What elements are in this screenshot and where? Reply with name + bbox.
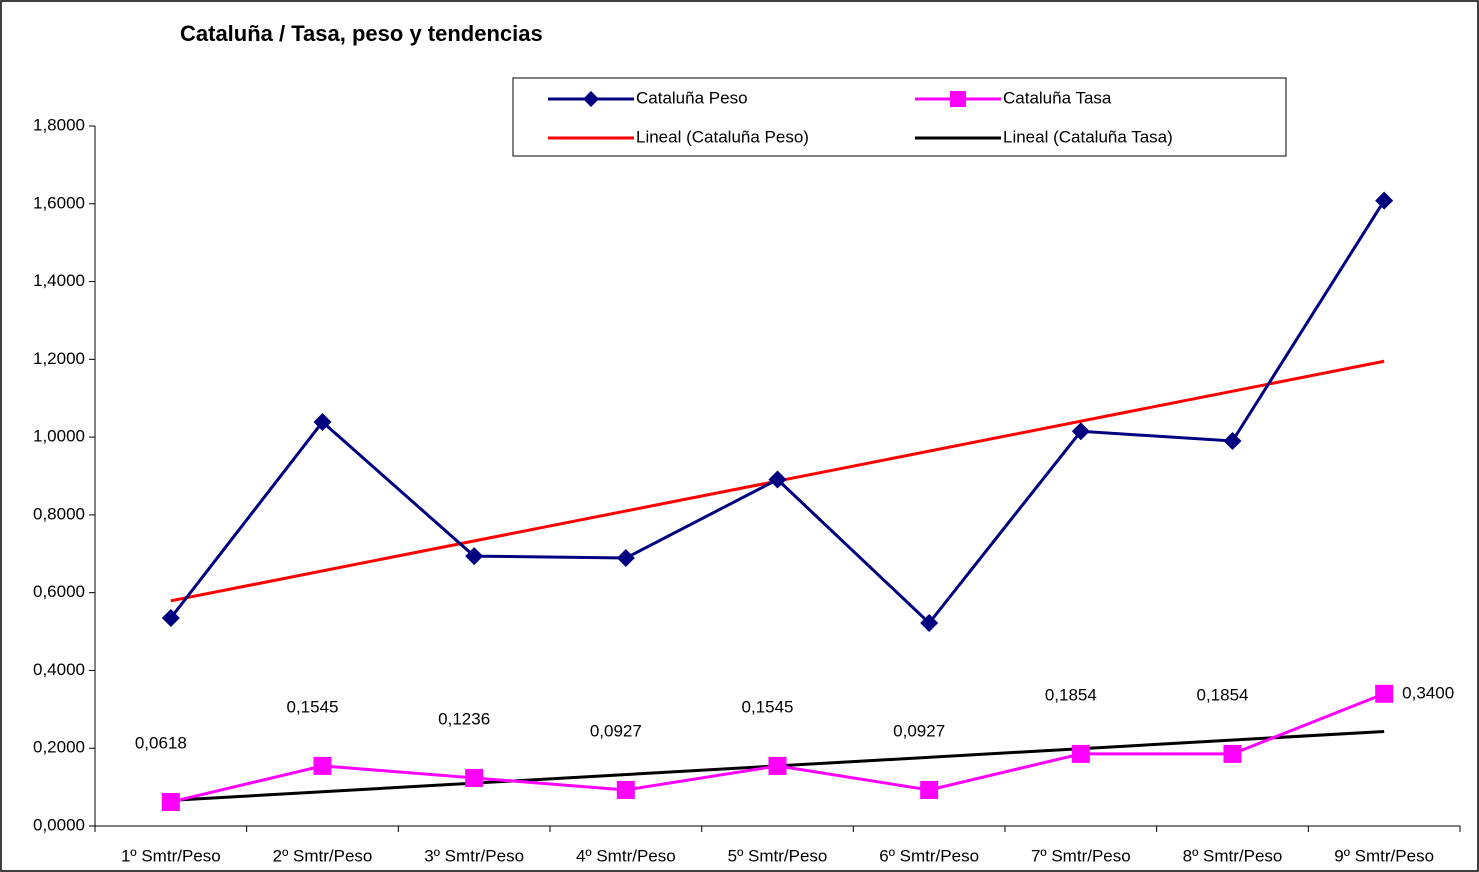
- x-tick-label: 6º Smtr/Peso: [879, 846, 979, 865]
- data-label: 0,3400: [1402, 683, 1454, 702]
- data-label: 0,0927: [893, 721, 945, 740]
- x-tick-label: 1º Smtr/Peso: [121, 846, 221, 865]
- legend-label: Lineal (Cataluña Tasa): [1003, 127, 1173, 146]
- marker: [161, 792, 180, 811]
- y-tick-label: 0,6000: [33, 582, 85, 601]
- marker: [465, 768, 484, 787]
- marker: [616, 780, 635, 799]
- data-label: 0,1545: [742, 697, 794, 716]
- y-tick-label: 1,8000: [33, 115, 85, 134]
- chart-title: Cataluña / Tasa, peso y tendencias: [180, 21, 543, 46]
- marker: [161, 608, 180, 627]
- x-tick-label: 3º Smtr/Peso: [424, 846, 524, 865]
- legend-box: [512, 77, 1287, 157]
- marker: [1375, 191, 1394, 210]
- data-label: 0,1236: [438, 709, 490, 728]
- y-tick-label: 0,8000: [33, 504, 85, 523]
- marker: [616, 549, 635, 568]
- x-tick-label: 2º Smtr/Peso: [273, 846, 373, 865]
- x-tick-label: 8º Smtr/Peso: [1183, 846, 1283, 865]
- y-tick-label: 1,6000: [33, 193, 85, 212]
- marker: [1071, 422, 1090, 441]
- legend-marker: [950, 91, 966, 107]
- y-tick-label: 1,0000: [33, 427, 85, 446]
- marker: [920, 614, 939, 632]
- marker: [1223, 744, 1242, 763]
- x-tick-label: 9º Smtr/Peso: [1334, 846, 1434, 865]
- legend-label: Lineal (Cataluña Peso): [636, 127, 809, 146]
- data-label: 0,1854: [1197, 685, 1249, 704]
- data-label: 0,0618: [135, 733, 187, 752]
- x-tick-label: 7º Smtr/Peso: [1031, 846, 1131, 865]
- marker: [465, 547, 484, 566]
- y-tick-label: 0,2000: [33, 738, 85, 757]
- data-label: 0,0927: [590, 721, 642, 740]
- data-label: 0,1545: [287, 697, 339, 716]
- y-tick-label: 0,0000: [33, 815, 85, 834]
- legend-label: Cataluña Peso: [636, 88, 748, 107]
- marker: [313, 756, 332, 775]
- marker: [920, 780, 939, 799]
- data-label: 0,1854: [1045, 685, 1097, 704]
- legend-label: Cataluña Tasa: [1003, 88, 1112, 107]
- marker: [768, 470, 787, 489]
- marker: [313, 412, 332, 431]
- x-tick-label: 4º Smtr/Peso: [576, 846, 676, 865]
- legend-marker: [583, 91, 599, 107]
- y-tick-label: 1,4000: [33, 271, 85, 290]
- marker: [1375, 684, 1394, 703]
- x-tick-label: 5º Smtr/Peso: [728, 846, 828, 865]
- marker: [1071, 744, 1090, 763]
- marker: [1223, 432, 1242, 450]
- marker: [768, 756, 787, 775]
- y-tick-label: 1,2000: [33, 349, 85, 368]
- y-tick-label: 0,4000: [33, 660, 85, 679]
